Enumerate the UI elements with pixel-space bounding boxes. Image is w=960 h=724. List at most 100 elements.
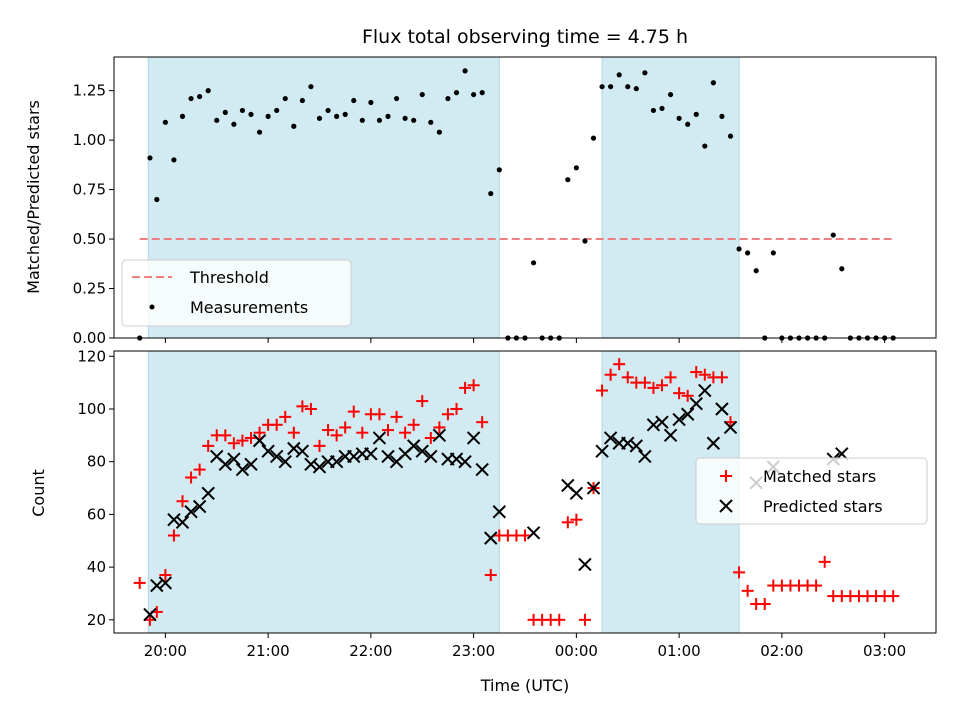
predicted-star-point [629,439,644,453]
predicted-star-point [424,449,438,464]
measurement-point [770,250,776,256]
matched-star-point [167,529,180,542]
predicted-star-point [252,433,267,448]
predicted-star-point [466,431,481,445]
y-tick-label: 20 [87,611,106,629]
matched-star-point [330,429,343,442]
measurement-point [625,84,631,90]
matched-star-point [673,387,686,400]
ratio-panel-frame [113,56,937,339]
predicted-star-point [672,412,686,427]
x-tick-label: 23:00 [452,642,495,660]
predicted-star-point [201,486,215,501]
matched-star-point [185,471,198,484]
matched-star-point [561,516,574,529]
matched-star-point [176,495,189,508]
matched-star-point [202,439,215,452]
predicted-star-point [723,420,738,435]
measurement-point [265,113,271,119]
legend-predicted-marker [719,499,733,513]
y-tick-label: 0.50 [73,230,106,248]
matched-star-point [322,424,335,437]
legend-matched-label: Matched stars [763,467,876,486]
ratio-legend: Threshold Measurements [121,259,352,327]
measurement-point [685,121,691,127]
predicted-star-point [184,505,198,519]
predicted-star-point [621,436,635,450]
ratio-y-axis-label: Matched/Predicted stars [24,100,43,294]
matched-star-point [578,613,591,626]
matched-star-point [253,426,266,439]
x-tick-label: 00:00 [555,642,598,660]
observing-window-2 [601,56,740,339]
measurement-point [727,133,734,139]
measurement-point [197,93,203,100]
predicted-star-point [347,449,361,464]
x-tick-label: 22:00 [349,642,392,660]
matched-star-point [416,395,429,408]
predicted-star-point [269,449,284,464]
matched-star-point [304,402,317,415]
measurement-point [839,266,845,272]
predicted-star-point [261,444,275,458]
predicted-star-point [218,457,233,472]
measurement-point [830,232,836,238]
y-tick-label: 60 [87,505,106,523]
predicted-star-point [706,436,721,450]
measurement-point [428,119,434,125]
matched-star-point [313,439,326,452]
predicted-star-point [578,557,592,572]
predicted-star-point [244,457,258,472]
measurement-point [573,165,579,171]
matched-star-point [296,400,309,413]
y-tick-label: 1.00 [73,131,106,149]
chart-title: Flux total observing time = 4.75 h [362,26,688,48]
y-tick-label: 0.00 [73,329,106,347]
predicted-star-point [158,576,173,590]
measurement-point [179,113,186,119]
predicted-star-point [227,452,241,466]
x-tick-label: 20:00 [144,642,187,660]
y-tick-label: 40 [87,558,106,576]
x-axis-label: Time (UTC) [480,676,569,695]
x-tick-label: 03:00 [863,642,906,660]
measurement-point [719,113,725,119]
matched-star-point [270,418,283,431]
measurement-point [676,115,682,121]
matched-star-point [193,463,206,476]
matched-star-point [715,371,728,384]
legend-measurement-marker [149,304,155,310]
matched-star-point [467,379,480,392]
predicted-star-point [312,460,327,474]
predicted-star-point [526,526,541,540]
predicted-star-point [458,454,472,469]
predicted-star-point [381,449,395,464]
y-tick-label: 120 [77,347,106,365]
x-tick-label: 02:00 [760,642,803,660]
matched-star-point [133,576,146,589]
matched-star-point [681,389,694,402]
matched-star-point [733,566,746,579]
matched-star-point [741,584,754,597]
matched-star-point [287,426,300,439]
matched-star-point [596,384,609,397]
matched-star-point [347,405,360,418]
measurement-point [453,90,460,96]
measurement-point [147,155,153,161]
matched-star-point [621,371,634,384]
measurement-point [359,117,365,123]
measurement-point [376,117,383,123]
predicted-star-point [143,607,157,622]
predicted-star-point [492,505,507,519]
predicted-star-point [715,402,729,416]
matched-star-point [424,431,437,444]
measurement-point [351,97,357,104]
predicted-star-point [372,431,387,445]
predicted-star-point [415,444,429,458]
measurement-point [496,167,502,173]
measurement-point [736,246,742,252]
matched-star-point [604,368,617,381]
measurement-point [667,91,674,98]
measurement-point [599,84,605,90]
measurement-point [710,80,716,86]
